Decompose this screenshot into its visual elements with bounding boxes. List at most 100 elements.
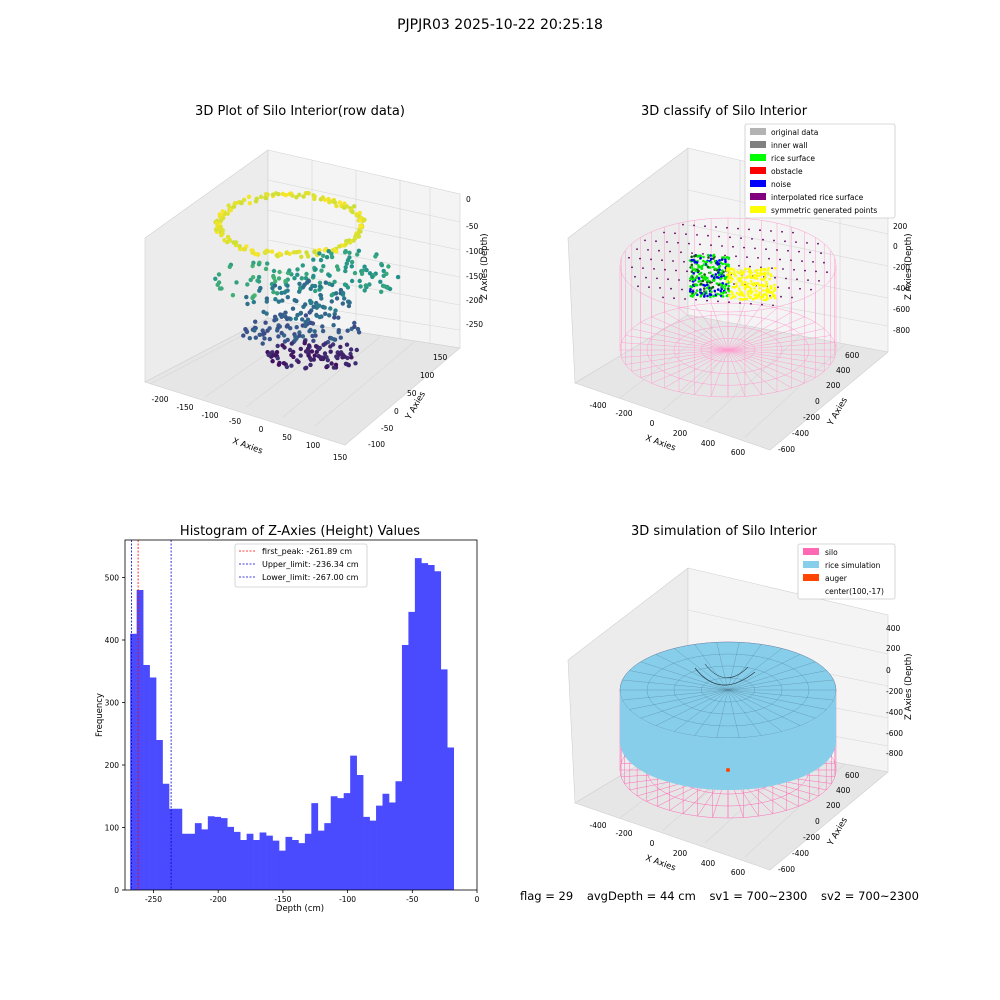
- rice-surface: [619, 641, 837, 739]
- interpolated-point: [634, 275, 636, 278]
- interpolated-point: [677, 241, 679, 244]
- raw-point: [271, 275, 277, 280]
- raw-point: [275, 326, 280, 331]
- x-tick-label: -50: [406, 895, 418, 904]
- raw-point: [301, 304, 306, 309]
- raw-point: [306, 349, 311, 354]
- raw-point: [217, 221, 222, 226]
- raw-point: [307, 344, 312, 350]
- classified-point: [717, 271, 720, 275]
- symmetric-point: [728, 272, 731, 276]
- silo-floor-spoke: [710, 349, 729, 397]
- y-tick-label: 200: [826, 801, 841, 810]
- interpolated-point: [695, 298, 697, 301]
- silo-floor-spoke: [727, 733, 799, 771]
- classified-point: [697, 254, 701, 258]
- surface-mesh-line: [716, 642, 729, 691]
- surface-mesh-ring: [673, 665, 783, 715]
- silo-floor-spoke: [682, 769, 729, 814]
- classified-point: [700, 275, 704, 279]
- silo-bottom-rim: [619, 721, 837, 819]
- raw-point: [312, 248, 317, 254]
- symmetric-point: [753, 281, 756, 285]
- histogram-bar: [427, 565, 435, 890]
- classified-point: [691, 290, 695, 293]
- interpolated-point: [645, 276, 647, 279]
- symmetric-point: [772, 289, 776, 293]
- symmetric-point: [763, 273, 767, 276]
- classified-point: [699, 282, 703, 286]
- raw-point: [350, 209, 355, 215]
- raw-point: [316, 248, 322, 254]
- raw-point: [337, 200, 343, 205]
- interpolated-point: [659, 287, 661, 289]
- symmetric-point: [762, 289, 765, 292]
- y-tick-label: 600: [845, 351, 860, 360]
- interpolated-point: [710, 244, 712, 247]
- classified-point: [714, 293, 718, 297]
- symmetric-point: [772, 294, 776, 298]
- raw-point: [334, 203, 339, 209]
- classified-point: [718, 282, 722, 286]
- symmetric-point: [734, 274, 737, 278]
- raw-point: [310, 283, 315, 289]
- classified-point: [724, 260, 727, 264]
- interpolated-point: [703, 290, 705, 292]
- raw-point: [305, 252, 310, 258]
- y-tick-label: 0: [815, 397, 820, 406]
- silo-floor-spoke: [621, 342, 729, 351]
- classified-point: [693, 258, 696, 262]
- symmetric-point: [767, 291, 770, 294]
- classified-point: [721, 262, 724, 266]
- classified-point: [719, 271, 723, 275]
- panel1-zlabel: Z Axies (Depth): [480, 233, 490, 300]
- raw-point: [243, 327, 248, 332]
- raw-point: [312, 353, 317, 358]
- raw-point: [281, 361, 287, 366]
- classified-point: [695, 261, 699, 264]
- classified-point: [726, 265, 729, 269]
- symmetric-point: [769, 290, 773, 294]
- symmetric-point: [759, 272, 762, 275]
- raw-point: [306, 351, 311, 357]
- raw-point: [356, 330, 362, 335]
- symmetric-point: [752, 283, 755, 287]
- raw-point: [258, 194, 264, 200]
- raw-point: [220, 231, 225, 236]
- raw-point: [346, 299, 351, 304]
- raw-point: [284, 364, 290, 370]
- raw-point: [263, 250, 268, 256]
- silo-floor-spoke: [727, 307, 778, 351]
- raw-point: [358, 229, 363, 234]
- interpolated-point: [779, 258, 781, 261]
- histogram-bar: [143, 665, 150, 890]
- silo-floor-spoke: [727, 769, 744, 818]
- raw-point: [385, 285, 391, 291]
- surface-mesh-ring: [700, 677, 756, 703]
- interpolated-point: [684, 298, 686, 300]
- interpolated-point: [801, 260, 803, 262]
- raw-point: [262, 336, 267, 341]
- histogram-bar: [272, 840, 280, 891]
- classified-point: [710, 274, 714, 278]
- raw-point: [306, 278, 311, 284]
- raw-point: [253, 335, 258, 340]
- raw-point: [347, 255, 352, 260]
- classified-point: [698, 283, 702, 286]
- raw-point: [218, 226, 223, 231]
- y-tick-label: 200: [105, 761, 120, 770]
- symmetric-point: [742, 294, 746, 298]
- silo-top-rim: [619, 217, 837, 313]
- raw-point: [354, 347, 359, 353]
- raw-point: [307, 310, 312, 315]
- raw-point: [306, 353, 311, 358]
- classified-point: [707, 287, 711, 291]
- rice-body: [620, 690, 836, 790]
- surface-mesh-line: [622, 679, 729, 691]
- interpolated-point: [693, 224, 695, 227]
- classified-point: [705, 280, 709, 284]
- symmetric-point: [770, 274, 773, 278]
- raw-point: [234, 280, 239, 285]
- symmetric-point: [729, 276, 733, 280]
- symmetric-point: [756, 282, 760, 285]
